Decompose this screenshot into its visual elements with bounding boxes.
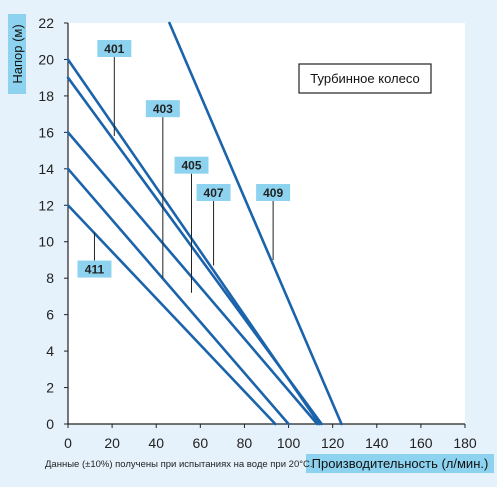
x-tick-label: 160	[409, 435, 433, 451]
x-axis-title-bg	[306, 454, 494, 473]
series-line-407	[66, 167, 290, 426]
y-tick-label: 0	[46, 416, 54, 432]
series-line-401	[66, 58, 321, 426]
x-tick-label: 180	[453, 435, 477, 451]
x-tick-label: 100	[277, 435, 301, 451]
y-tick-label: 4	[46, 343, 54, 359]
y-tick-label: 12	[38, 197, 54, 213]
callout-label-411: 411	[85, 263, 105, 277]
legend-box	[298, 63, 432, 94]
y-tick-label: 6	[46, 307, 54, 323]
y-tick-label: 18	[38, 88, 54, 104]
y-tick-label: 16	[38, 124, 54, 140]
y-tick-label: 14	[38, 161, 54, 177]
callout-box-409	[256, 184, 291, 202]
callout-label-405: 405	[181, 159, 201, 173]
x-axis-title: Производительность (л/мин.)	[312, 456, 489, 471]
y-tick-label: 2	[46, 380, 54, 396]
y-tick-label: 22	[38, 15, 54, 31]
test-conditions-note: Данные (±10%) получены при испытаниях на…	[45, 459, 313, 470]
callout-box-411	[77, 260, 112, 278]
y-axis-title: Напор (м)	[10, 24, 25, 83]
callout-label-403: 403	[153, 102, 173, 116]
callout-label-407: 407	[204, 186, 224, 200]
x-tick-label: 120	[321, 435, 345, 451]
x-tick-label: 0	[64, 435, 72, 451]
y-axis-title-bg	[8, 14, 26, 94]
series-line-405	[66, 131, 319, 426]
y-tick-label: 8	[46, 270, 54, 286]
callout-box-407	[196, 184, 231, 202]
x-tick-label: 60	[193, 435, 209, 451]
legend-label: Турбинное колесо	[310, 71, 419, 86]
y-tick-label: 10	[38, 234, 54, 250]
callout-box-405	[174, 156, 209, 174]
x-tick-label: 140	[365, 435, 389, 451]
series-line-411	[66, 203, 277, 426]
callout-box-403	[145, 100, 180, 118]
callout-label-401: 401	[104, 42, 124, 56]
x-tick-label: 20	[104, 435, 120, 451]
series-line-409	[168, 21, 343, 426]
x-tick-label: 80	[237, 435, 253, 451]
y-tick-label: 20	[38, 51, 54, 67]
callout-label-409: 409	[263, 186, 283, 200]
callout-box-401	[97, 40, 132, 58]
x-tick-label: 40	[148, 435, 164, 451]
